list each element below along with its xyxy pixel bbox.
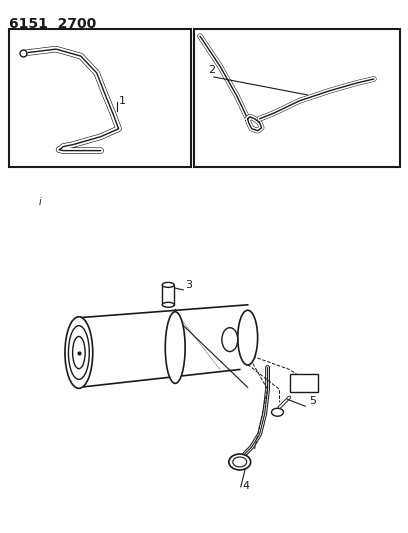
Ellipse shape [162,282,174,287]
Text: 1: 1 [119,96,126,106]
Ellipse shape [162,302,174,308]
Text: 6151  2700: 6151 2700 [9,17,97,31]
Text: 4: 4 [243,481,250,491]
Bar [290,375,318,392]
Ellipse shape [229,454,251,470]
Bar [9,29,191,166]
Ellipse shape [222,328,238,352]
Ellipse shape [233,457,247,467]
Bar [162,285,174,305]
Ellipse shape [69,326,89,379]
Ellipse shape [73,336,85,369]
Text: 3: 3 [185,280,192,290]
Ellipse shape [272,408,284,416]
Ellipse shape [165,312,185,383]
Text: i: i [39,197,42,207]
Text: 5: 5 [309,396,316,406]
Ellipse shape [65,317,93,389]
Bar [194,29,400,166]
Ellipse shape [238,310,257,365]
Text: 2: 2 [208,65,215,75]
